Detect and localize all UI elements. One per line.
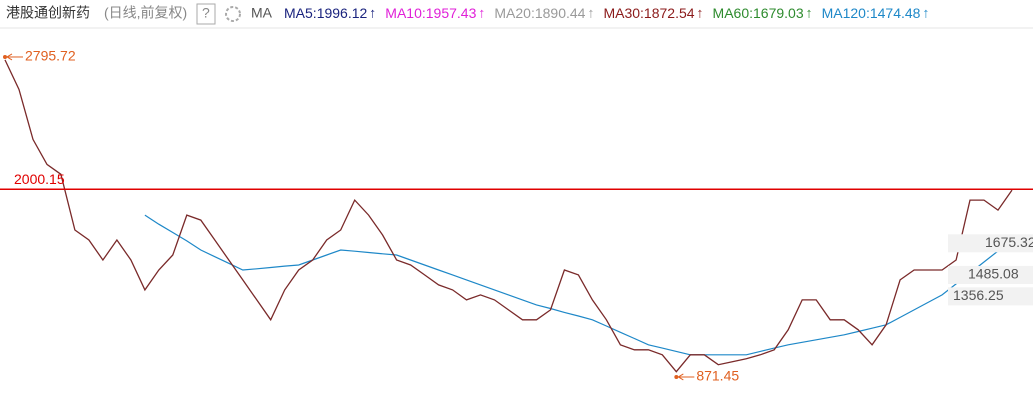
legend-separator: : <box>640 5 644 21</box>
legend-name: MA30 <box>603 5 640 21</box>
legend-arrow: ↑ <box>587 5 594 21</box>
price-tag <box>948 287 1033 306</box>
price-tag-label: 1485.08 <box>968 266 1019 282</box>
legend-entry: MA30:1872.54 <box>603 5 694 21</box>
legend-arrow: ↑ <box>478 5 485 21</box>
annotation-arrowhead <box>678 373 684 381</box>
legend-separator: : <box>749 5 753 21</box>
price-tag-label: 1356.25 <box>953 287 1004 303</box>
legend-separator: : <box>422 5 426 21</box>
legend-name: MA120 <box>822 5 867 21</box>
legend-separator: : <box>531 5 535 21</box>
legend-entry: MA5:1996.12 <box>284 5 368 21</box>
price-tag-label: 1675.32 <box>985 234 1033 250</box>
legend-entry: MA20:1890.44 <box>494 5 585 21</box>
legend-name: MA20 <box>494 5 531 21</box>
legend-name: MA5 <box>284 5 313 21</box>
chart-title: 港股通创新药 <box>6 5 90 21</box>
legend-separator: : <box>866 5 870 21</box>
legend-entry: MA120:1474.48 <box>822 5 921 21</box>
legend-arrow: ↑ <box>369 5 376 21</box>
help-icon-glyph[interactable]: ? <box>202 5 210 21</box>
legend-value: 1679.03 <box>753 5 804 21</box>
price-tag <box>948 265 1033 284</box>
legend-arrow: ↑ <box>697 5 704 21</box>
legend-name: MA60 <box>713 5 750 21</box>
legend-value: 1957.43 <box>426 5 477 21</box>
legend-value: 1996.12 <box>317 5 368 21</box>
extreme-point <box>3 54 7 59</box>
indicator: MA <box>251 5 273 21</box>
price-line <box>4 59 1013 373</box>
legend-arrow: ↑ <box>806 5 813 21</box>
chart-subtitle: (日线,前复权) <box>104 5 187 21</box>
help-icon[interactable] <box>196 3 216 25</box>
annotation-label: 2795.72 <box>25 48 76 64</box>
price-tag <box>948 234 1033 253</box>
legend-entry: MA60:1679.03 <box>713 5 804 21</box>
ma-line <box>144 214 1013 356</box>
legend-name: MA10 <box>385 5 422 21</box>
legend-separator: : <box>313 5 317 21</box>
legend-value: 1474.48 <box>870 5 921 21</box>
annotation-arrowhead <box>6 53 13 61</box>
settings-icon[interactable] <box>225 6 241 22</box>
legend-value: 1890.44 <box>535 5 586 21</box>
extreme-point <box>674 374 679 379</box>
legend-value: 1872.54 <box>644 5 695 21</box>
legend-entry: MA10:1957.43 <box>385 5 476 21</box>
legend-arrow: ↑ <box>922 5 929 21</box>
annotation-label: 871.45 <box>696 368 739 384</box>
level-label: 2000.15 <box>14 171 65 187</box>
